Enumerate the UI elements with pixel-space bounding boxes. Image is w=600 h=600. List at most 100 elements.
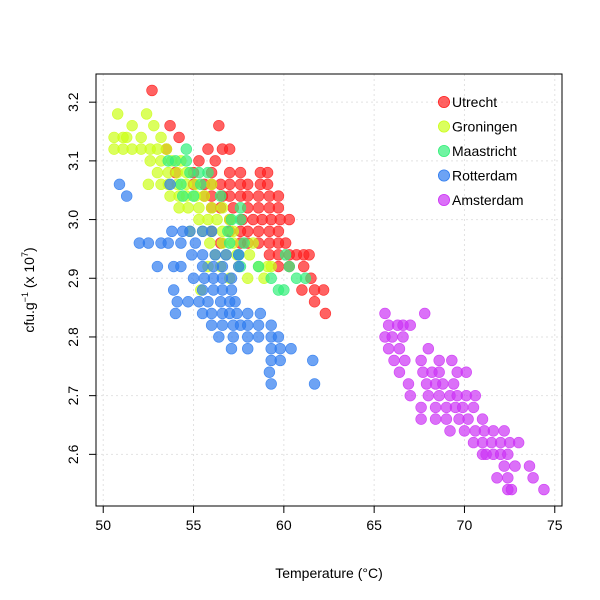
data-point	[182, 202, 194, 214]
data-point	[155, 131, 167, 144]
data-point	[238, 237, 250, 249]
data-point	[498, 460, 510, 472]
data-point	[196, 249, 209, 261]
data-point	[433, 389, 445, 402]
data-point	[469, 389, 482, 402]
y-axis-title-exp1: −1	[20, 292, 30, 302]
data-point	[252, 331, 265, 343]
data-point	[462, 413, 474, 425]
data-point	[232, 260, 245, 273]
legend: Utrecht Groningen Maastricht Rotterdam Amste…	[437, 94, 524, 208]
data-point	[393, 366, 406, 378]
data-point	[283, 260, 295, 273]
data-point	[252, 260, 265, 273]
data-point	[187, 190, 200, 202]
data-point	[397, 331, 409, 343]
data-point	[502, 472, 514, 484]
data-point	[261, 178, 274, 191]
series-groningen	[108, 108, 277, 296]
x-tick-label: 75	[547, 517, 563, 533]
data-point	[223, 143, 236, 155]
data-point	[415, 354, 427, 367]
data-point	[135, 131, 147, 144]
x-tick-label: 60	[276, 517, 292, 533]
data-point	[216, 202, 229, 214]
data-point	[393, 342, 406, 355]
data-point	[422, 342, 435, 355]
data-point	[205, 225, 218, 238]
legend-marker	[437, 193, 450, 206]
data-point	[429, 413, 442, 425]
data-point	[272, 331, 285, 343]
data-point	[538, 483, 550, 496]
data-point	[220, 249, 232, 261]
data-point	[176, 190, 189, 202]
data-point	[121, 190, 133, 202]
data-point	[213, 331, 225, 343]
data-point	[146, 84, 158, 97]
data-point	[216, 260, 229, 273]
data-point	[193, 155, 205, 167]
data-point	[166, 225, 178, 238]
data-point	[209, 249, 221, 261]
x-axis: 50 55 60 65 70 75	[95, 506, 563, 533]
legend-marker	[437, 120, 450, 133]
data-point	[144, 155, 156, 167]
data-point	[205, 202, 218, 214]
data-point	[242, 342, 254, 355]
data-point	[404, 319, 416, 331]
data-point	[164, 178, 176, 191]
data-point	[202, 166, 214, 179]
data-point	[162, 237, 174, 249]
data-point	[242, 178, 254, 191]
data-point	[252, 225, 265, 238]
y-tick-label: 2.8	[65, 327, 81, 347]
data-point	[204, 237, 216, 249]
data-point	[278, 284, 290, 296]
legend-marker	[437, 169, 450, 182]
data-point	[113, 178, 126, 191]
plot-frame	[95, 73, 563, 507]
data-point	[148, 119, 160, 132]
data-point	[225, 342, 238, 355]
data-point	[187, 272, 200, 284]
data-point	[184, 225, 196, 238]
data-point	[415, 401, 427, 414]
data-point	[285, 342, 297, 355]
data-point	[160, 143, 173, 155]
data-point	[263, 366, 276, 378]
data-point	[433, 354, 445, 367]
data-point	[476, 448, 489, 461]
data-point	[296, 284, 308, 296]
data-point	[491, 472, 503, 484]
data-point	[234, 202, 247, 214]
data-point	[171, 296, 183, 308]
data-point	[272, 190, 285, 202]
data-point	[216, 319, 229, 331]
x-tick-label: 70	[457, 517, 473, 533]
data-point	[225, 272, 238, 284]
data-point	[299, 272, 312, 284]
data-point	[242, 307, 254, 320]
legend-marker	[437, 96, 450, 109]
data-point	[265, 272, 277, 284]
y-tick-label: 2.7	[65, 386, 81, 406]
data-point	[205, 178, 218, 191]
legend-item-rotterdam: Rotterdam	[437, 168, 517, 184]
legend-label: Groningen	[452, 119, 517, 135]
data-point	[399, 354, 411, 367]
data-point	[189, 237, 202, 249]
data-point	[386, 331, 398, 343]
y-tick-label: 3.2	[65, 92, 81, 112]
legend-label: Utrecht	[452, 94, 497, 110]
data-point	[502, 483, 514, 496]
x-axis-title: Temperature (°C)	[275, 565, 383, 581]
data-point	[242, 190, 254, 202]
data-point	[142, 237, 155, 249]
y-axis-title-mult: (x 10	[21, 257, 37, 292]
data-point	[169, 307, 182, 320]
data-point	[382, 342, 395, 355]
series-maastricht	[162, 143, 312, 296]
data-point	[234, 213, 247, 226]
data-point	[272, 225, 285, 238]
